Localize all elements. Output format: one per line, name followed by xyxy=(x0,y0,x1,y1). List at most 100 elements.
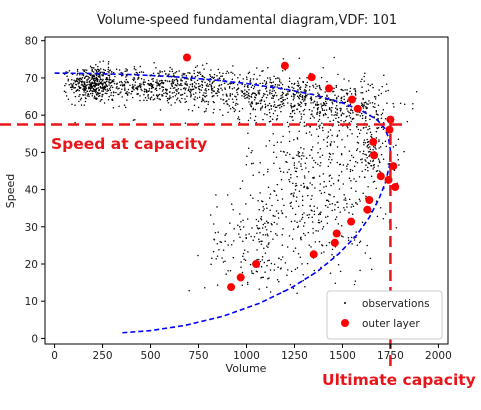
observation-point-1566 xyxy=(329,129,332,131)
observation-point-1677 xyxy=(310,246,312,248)
observation-point-552 xyxy=(158,85,161,87)
observation-point-451 xyxy=(209,75,212,77)
observation-point-842 xyxy=(203,68,205,70)
observation-point-905 xyxy=(159,71,161,73)
observation-point-1541 xyxy=(318,112,321,115)
observation-point-1810 xyxy=(346,125,348,127)
observation-point-989 xyxy=(335,104,338,107)
observation-point-1026 xyxy=(231,106,234,109)
observation-point-542 xyxy=(133,65,136,68)
observation-point-1886 xyxy=(300,165,302,167)
observation-point-2343 xyxy=(366,141,369,143)
observation-point-540 xyxy=(253,92,255,94)
observation-point-880 xyxy=(175,84,177,87)
observation-point-1523 xyxy=(365,90,368,93)
observation-point-1343 xyxy=(281,69,284,72)
observation-point-744 xyxy=(178,70,180,72)
observation-point-2144 xyxy=(263,247,265,250)
observation-point-1878 xyxy=(329,153,332,155)
observation-point-1977 xyxy=(300,116,303,118)
observation-point-2010 xyxy=(336,161,339,164)
observation-point-1057 xyxy=(236,103,239,105)
observation-point-606 xyxy=(127,81,129,84)
observation-point-1131 xyxy=(311,110,313,112)
observation-point-1756 xyxy=(365,160,367,162)
observation-point-1750 xyxy=(320,220,323,223)
observation-point-1356 xyxy=(302,100,305,102)
observation-point-1874 xyxy=(331,248,334,251)
observation-point-2324 xyxy=(369,131,372,133)
observation-point-2080 xyxy=(295,184,298,187)
observation-point-990 xyxy=(286,93,288,95)
observation-point-256 xyxy=(107,61,110,63)
observation-point-2183 xyxy=(264,234,267,236)
observation-point-147 xyxy=(98,95,101,97)
observation-point-434 xyxy=(201,97,204,100)
observation-point-2251 xyxy=(266,264,268,267)
observation-point-674 xyxy=(137,85,139,88)
observation-point-2238 xyxy=(260,265,263,268)
observation-point-1233 xyxy=(316,104,319,106)
observation-point-1266 xyxy=(229,95,232,97)
legend: observations outer layer xyxy=(326,290,443,340)
observation-point-1249 xyxy=(216,92,218,95)
observation-point-2285 xyxy=(361,114,364,117)
observation-point-713 xyxy=(175,93,178,95)
observation-point-1182 xyxy=(293,82,296,85)
observation-point-681 xyxy=(161,86,163,88)
observation-point-1880 xyxy=(316,207,319,209)
observation-point-2158 xyxy=(256,232,258,235)
observation-point-1897 xyxy=(406,120,409,123)
observation-point-345 xyxy=(276,77,279,79)
observation-point-1980 xyxy=(295,170,298,173)
observation-point-1747 xyxy=(340,153,343,156)
fitted-curve-layer xyxy=(54,72,392,334)
observation-point-1657 xyxy=(354,160,357,163)
observation-point-1608 xyxy=(303,221,306,224)
observation-point-1416 xyxy=(380,92,383,95)
observation-point-1857 xyxy=(326,136,328,139)
observation-point-2070 xyxy=(331,134,333,137)
observation-point-976 xyxy=(265,90,268,93)
observation-point-1336 xyxy=(284,98,286,101)
observation-point-163 xyxy=(76,74,78,76)
observation-point-2053 xyxy=(327,215,329,218)
observation-point-547 xyxy=(257,90,259,92)
observation-point-1013 xyxy=(304,97,307,99)
observation-point-1466 xyxy=(349,87,352,90)
observation-point-1800 xyxy=(337,201,339,203)
observation-point-1027 xyxy=(298,87,301,89)
observation-point-900 xyxy=(187,78,189,80)
observation-point-1207 xyxy=(272,97,274,99)
observation-point-1771 xyxy=(317,213,320,216)
observation-point-1610 xyxy=(307,194,309,197)
observation-point-1407 xyxy=(318,118,321,121)
observation-point-1905 xyxy=(334,208,336,211)
observation-point-677 xyxy=(131,90,134,93)
observation-point-348 xyxy=(234,95,236,98)
observation-point-634 xyxy=(169,70,171,73)
observation-point-2099 xyxy=(230,243,233,246)
observation-point-1282 xyxy=(237,116,240,118)
observation-point-758 xyxy=(143,83,145,86)
observation-point-2058 xyxy=(316,128,318,130)
observation-point-1819 xyxy=(296,167,298,170)
observation-point-2365 xyxy=(372,160,374,163)
observation-point-1029 xyxy=(247,72,250,75)
observation-point-1649 xyxy=(367,185,369,188)
observation-point-430 xyxy=(112,107,115,109)
observation-point-624 xyxy=(124,88,126,91)
observation-point-1308 xyxy=(248,95,251,97)
observation-point-557 xyxy=(242,78,244,80)
observation-point-659 xyxy=(204,81,206,84)
observation-point-269 xyxy=(102,86,104,88)
observation-point-1873 xyxy=(319,213,322,216)
observation-point-2044 xyxy=(274,215,276,217)
observation-point-2312 xyxy=(369,148,372,151)
observation-point-1996 xyxy=(296,138,299,140)
observation-point-479 xyxy=(132,86,135,88)
observation-point-1236 xyxy=(259,102,262,105)
observation-point-673 xyxy=(176,79,179,82)
observation-point-1622 xyxy=(367,151,370,153)
observation-point-579 xyxy=(236,91,238,94)
